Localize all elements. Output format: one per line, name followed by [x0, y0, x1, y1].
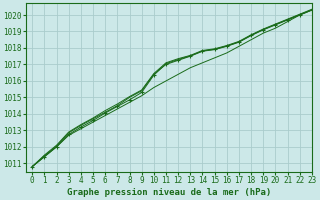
X-axis label: Graphe pression niveau de la mer (hPa): Graphe pression niveau de la mer (hPa)	[67, 188, 271, 197]
